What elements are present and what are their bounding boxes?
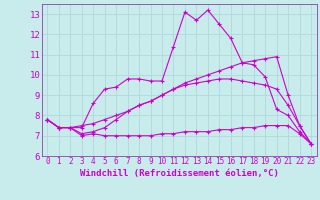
X-axis label: Windchill (Refroidissement éolien,°C): Windchill (Refroidissement éolien,°C)	[80, 169, 279, 178]
